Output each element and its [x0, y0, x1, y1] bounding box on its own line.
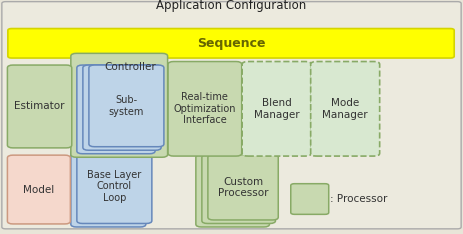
Text: Custom
Processor: Custom Processor — [218, 176, 269, 198]
Text: Real-time
Optimization
Interface: Real-time Optimization Interface — [174, 92, 236, 125]
Text: Controller: Controller — [104, 62, 156, 72]
Text: Model: Model — [23, 185, 55, 194]
FancyBboxPatch shape — [8, 29, 454, 58]
FancyBboxPatch shape — [311, 62, 380, 156]
FancyBboxPatch shape — [168, 62, 242, 156]
FancyBboxPatch shape — [89, 65, 164, 147]
FancyBboxPatch shape — [7, 155, 70, 224]
FancyBboxPatch shape — [77, 65, 155, 154]
FancyBboxPatch shape — [208, 155, 278, 220]
FancyBboxPatch shape — [196, 155, 269, 227]
FancyBboxPatch shape — [291, 184, 329, 214]
FancyBboxPatch shape — [202, 155, 275, 223]
FancyBboxPatch shape — [83, 65, 161, 150]
Text: : Processor: : Processor — [330, 194, 388, 204]
FancyBboxPatch shape — [77, 149, 152, 223]
FancyBboxPatch shape — [71, 53, 168, 157]
Text: Estimator: Estimator — [14, 102, 65, 111]
FancyBboxPatch shape — [2, 2, 461, 229]
FancyBboxPatch shape — [242, 62, 311, 156]
FancyBboxPatch shape — [7, 65, 72, 148]
Text: Application Configuration: Application Configuration — [156, 0, 307, 12]
Text: Base Layer
Control
Loop: Base Layer Control Loop — [87, 170, 142, 203]
FancyBboxPatch shape — [71, 150, 146, 227]
Text: Blend
Manager: Blend Manager — [254, 98, 300, 120]
Text: Sequence: Sequence — [197, 37, 265, 50]
Text: Mode
Manager: Mode Manager — [322, 98, 368, 120]
Text: Sub-
system: Sub- system — [109, 95, 144, 117]
